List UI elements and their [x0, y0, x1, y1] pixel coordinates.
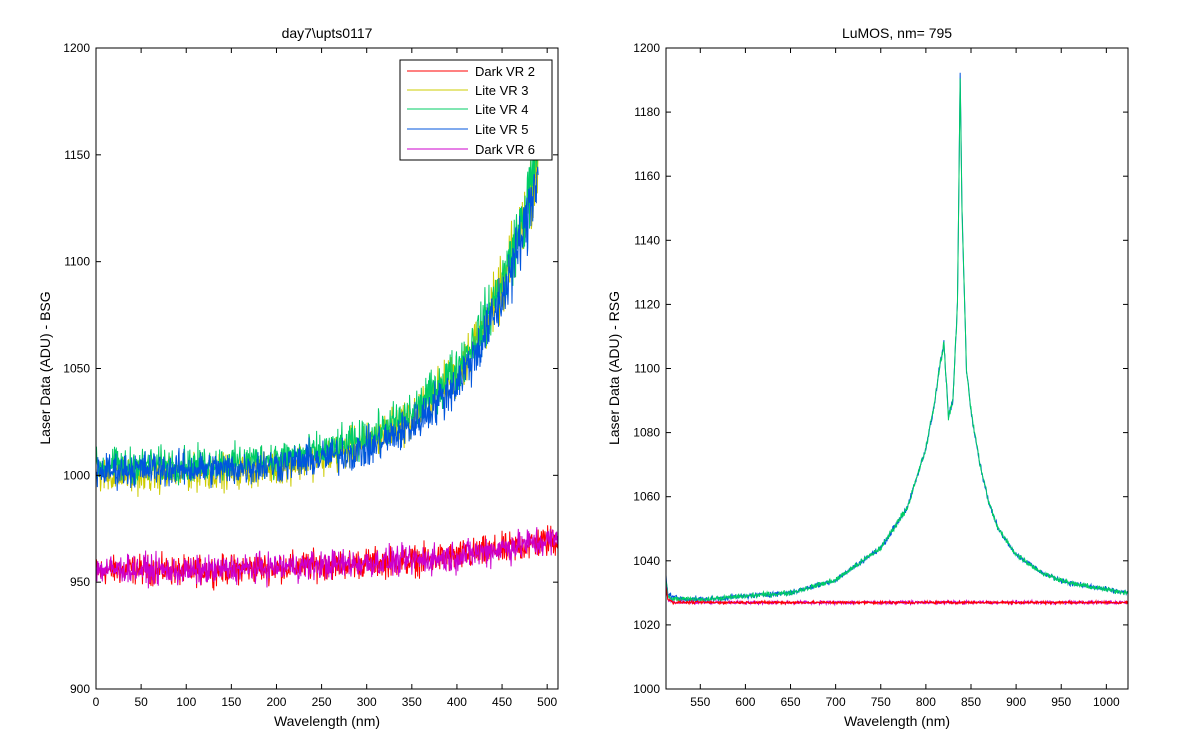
chart-left-y-tick-label: 1150 [64, 148, 90, 162]
chart-left-x-tick-label: 350 [402, 695, 422, 709]
chart-left-y-tick-label: 1200 [63, 41, 90, 55]
legend-label-lite-vr-3: Lite VR 3 [475, 83, 528, 98]
chart-left-y-tick-label: 950 [70, 575, 90, 589]
chart-left-plot-area [96, 134, 558, 591]
legend-label-dark-vr-2: Dark VR 2 [475, 64, 535, 79]
chart-left-x-tick-label: 0 [93, 695, 100, 709]
chart-left-x-tick-label: 100 [176, 695, 196, 709]
chart-left-y-tick-label: 900 [70, 682, 90, 696]
chart-right-x-tick-label: 1000 [1093, 695, 1120, 709]
chart-right-y-tick-label: 1140 [634, 233, 660, 247]
chart-left-x-tick-label: 300 [357, 695, 377, 709]
chart-right-y-tick-label: 1160 [634, 169, 660, 183]
chart-right-x-tick-label: 900 [1006, 695, 1026, 709]
chart-left-ticks: 0 50 100 150 200 250 300 350 400 450 500 900 950 1000… [63, 41, 558, 709]
legend-label-lite-vr-4: Lite VR 4 [475, 102, 528, 117]
chart-left-x-tick-label: 50 [134, 695, 148, 709]
chart-right-series-2-line [666, 78, 1128, 604]
chart-left-y-tick-label: 1050 [63, 362, 90, 376]
chart-right: LuMOS, nm= 795 Wavelength (nm) Laser Dat… [606, 25, 1129, 729]
chart-left-series-lite-vr-5-line [96, 166, 539, 491]
chart-left-y-tick-label: 1000 [63, 468, 90, 482]
chart-right-title: LuMOS, nm= 795 [842, 25, 952, 41]
legend-label-dark-vr-6: Dark VR 6 [475, 142, 535, 157]
chart-right-x-tick-label: 650 [781, 695, 801, 709]
chart-right-x-tick-label: 850 [961, 695, 981, 709]
chart-left-x-tick-label: 400 [447, 695, 467, 709]
chart-right-x-tick-label: 750 [871, 695, 891, 709]
legend-item-dark-vr-2: Dark VR 2 [407, 64, 535, 79]
chart-left-x-tick-label: 500 [537, 695, 557, 709]
legend-item-lite-vr-4: Lite VR 4 [407, 102, 528, 117]
chart-right-y-tick-label: 1120 [634, 297, 660, 311]
chart-right-y-tick-label: 1200 [633, 41, 660, 55]
chart-left-x-tick-label: 200 [266, 695, 286, 709]
chart-left-ylabel: Laser Data (ADU) - BSG [37, 291, 53, 444]
chart-left: day7\upts0117 Wavelength (nm) Laser Data… [37, 25, 559, 729]
chart-right-x-tick-label: 550 [690, 695, 710, 709]
chart-right-y-tick-label: 1100 [634, 362, 660, 376]
legend-item-lite-vr-3: Lite VR 3 [407, 83, 528, 98]
legend-label-lite-vr-5: Lite VR 5 [475, 122, 528, 137]
chart-left-y-tick-label: 1100 [64, 255, 90, 269]
legend-box [399, 59, 553, 161]
chart-right-series-4-line [666, 587, 1128, 606]
chart-right-y-tick-label: 1000 [633, 682, 660, 696]
legend-item-dark-vr-6: Dark VR 6 [407, 142, 535, 157]
chart-right-ylabel: Laser Data (ADU) - RSG [606, 291, 622, 445]
chart-left-title: day7\upts0117 [282, 25, 373, 41]
chart-right-y-tick-label: 1040 [633, 554, 660, 568]
chart-left-x-tick-label: 450 [492, 695, 512, 709]
chart-left-x-tick-label: 250 [312, 695, 332, 709]
chart-left-xlabel: Wavelength (nm) [274, 713, 380, 729]
chart-right-y-tick-label: 1180 [634, 105, 660, 119]
chart-right-x-tick-label: 600 [735, 695, 755, 709]
chart-right-y-tick-label: 1060 [633, 490, 660, 504]
chart-right-xlabel: Wavelength (nm) [844, 713, 950, 729]
chart-right-x-tick-label: 800 [916, 695, 936, 709]
chart-right-y-tick-label: 1020 [633, 618, 660, 632]
chart-right-plot-area [666, 72, 1128, 607]
chart-left-series-dark-vr-6-line [96, 527, 558, 589]
chart-right-ticks: 550 600 650 700 750 800 850 900 950 1000 1000 1020 1… [633, 41, 1128, 709]
chart-left-legend: Dark VR 2 Lite VR 3 Lite VR 4 Lite VR 5 … [399, 59, 553, 161]
chart-right-x-tick-label: 950 [1051, 695, 1071, 709]
chart-left-x-tick-label: 150 [221, 695, 241, 709]
legend-item-lite-vr-5: Lite VR 5 [407, 122, 528, 137]
chart-right-x-tick-label: 700 [826, 695, 846, 709]
chart-right-y-tick-label: 1080 [633, 426, 660, 440]
